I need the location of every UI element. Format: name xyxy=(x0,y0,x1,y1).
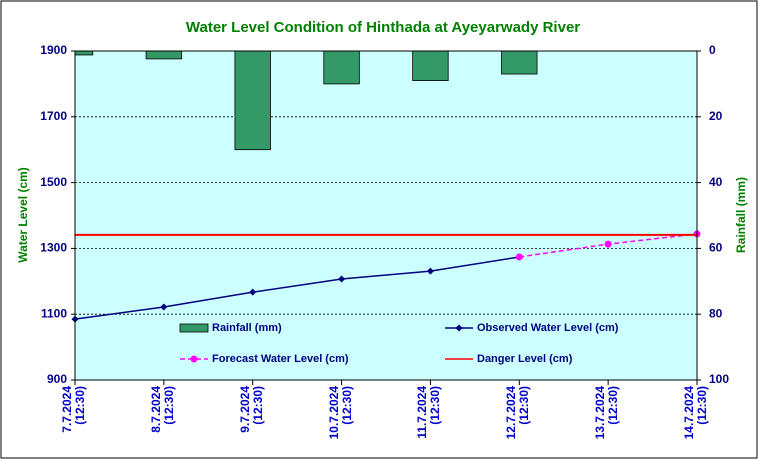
y-tick-label: 1700 xyxy=(40,109,67,123)
y-tick-label: 1100 xyxy=(41,306,67,320)
line xyxy=(74,256,520,320)
x-tick-label: 14.7.2024 (12:30) xyxy=(682,386,709,440)
bar xyxy=(501,51,538,75)
x-tick-label: 11.7.2024 (12:30) xyxy=(415,386,443,439)
marker xyxy=(160,303,168,311)
bar xyxy=(412,51,449,82)
x-tick-label: 8.7.2024 (12:30) xyxy=(148,386,176,433)
y2-axis-title: Rainfall (mm) xyxy=(734,177,748,253)
y-tick-label: 1900 xyxy=(40,43,67,57)
y2-tick-label: 20 xyxy=(709,109,723,123)
plot-border xyxy=(74,50,698,381)
x-tick-label: 12.7.2024 (12:30) xyxy=(504,386,532,440)
plot-area xyxy=(75,51,697,380)
legend-label: Observed Water Level (cm) xyxy=(477,322,619,334)
x-tick-label: 7.7.2024 (12:30) xyxy=(60,386,87,433)
chart-title: Water Level Condition of Hinthada at Aye… xyxy=(186,19,580,36)
legend-label: Forecast Water Level (cm) xyxy=(212,353,349,365)
marker xyxy=(249,288,257,296)
y-tick-label: 1500 xyxy=(40,175,67,189)
x-tick-label: 13.7.2024 (12:30) xyxy=(593,386,621,440)
x-tick-label: 9.7.2024 (12:30) xyxy=(237,386,265,433)
marker xyxy=(426,267,434,275)
bar xyxy=(234,51,271,151)
y2-tick-label: 80 xyxy=(709,306,723,320)
legend-marker xyxy=(455,324,463,332)
marker xyxy=(515,253,523,261)
y2-tick-label: 60 xyxy=(709,241,723,255)
y-axis-title: Water Level (cm) xyxy=(16,167,30,263)
y-tick-label: 900 xyxy=(47,372,67,386)
legend-swatch xyxy=(179,323,209,333)
bar xyxy=(145,51,183,60)
y2-tick-label: 0 xyxy=(709,43,716,57)
legend-marker xyxy=(190,355,198,363)
marker xyxy=(604,240,612,248)
legend-label: Danger Level (cm) xyxy=(477,353,573,365)
x-tick-label: 10.7.2024 (12:30) xyxy=(326,386,354,440)
y2-tick-label: 40 xyxy=(709,175,723,189)
bar xyxy=(323,51,360,85)
marker xyxy=(338,275,346,283)
y2-tick-label: 100 xyxy=(709,372,729,386)
y-tick-label: 1300 xyxy=(40,241,67,255)
legend-label: Rainfall (mm) xyxy=(212,322,282,334)
